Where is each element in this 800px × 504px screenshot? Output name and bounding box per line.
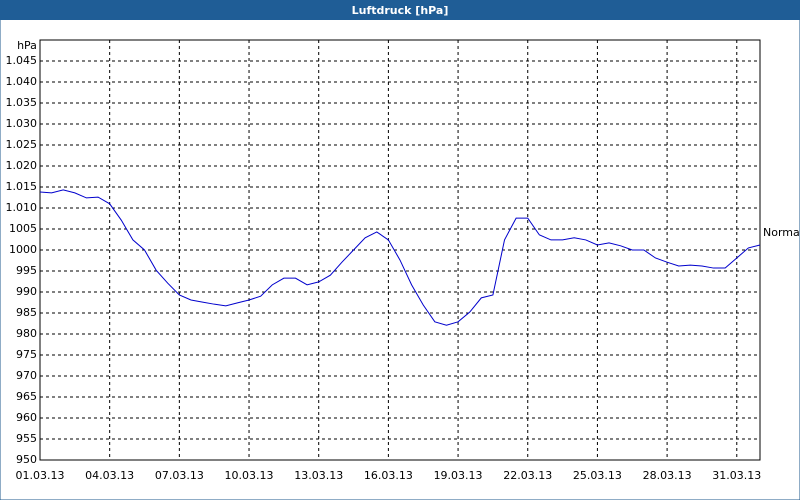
y-tick-label: 1.035	[6, 96, 38, 109]
y-tick-label: 965	[16, 390, 37, 403]
x-tick-label: 31.03.13	[712, 469, 761, 482]
x-tick-label: 28.03.13	[643, 469, 692, 482]
y-tick-label: 1.015	[6, 180, 38, 193]
y-tick-label: 1.020	[6, 159, 38, 172]
y-tick-label: 1.040	[6, 75, 38, 88]
x-tick-label: 19.03.13	[434, 469, 483, 482]
y-unit: hPa	[17, 39, 37, 52]
y-tick-label: 960	[16, 411, 37, 424]
y-tick-label: 990	[16, 285, 37, 298]
x-tick-label: 16.03.13	[364, 469, 413, 482]
y-tick-label: 975	[16, 348, 37, 361]
y-tick-label: 985	[16, 306, 37, 319]
y-tick-label: 955	[16, 432, 37, 445]
y-tick-label: 1.010	[6, 201, 38, 214]
x-tick-label: 01.03.13	[16, 469, 65, 482]
y-tick-label: 1.025	[6, 138, 38, 151]
annotation: Normal	[763, 226, 800, 239]
x-tick-label: 13.03.13	[294, 469, 343, 482]
line-series	[39, 189, 761, 326]
x-tick-label: 04.03.13	[85, 469, 134, 482]
x-tick-label: 07.03.13	[155, 469, 204, 482]
plot-area: 950 955 960 965 970 975 980 985 990 995 1000 1005 1.…	[6, 39, 761, 482]
y-tick-label: 1000	[9, 243, 37, 256]
x-tick-label: 10.03.13	[225, 469, 274, 482]
chart-title: Luftdruck [hPa]	[352, 4, 449, 17]
x-tick-label: 25.03.13	[573, 469, 622, 482]
y-tick-label: 1.045	[6, 54, 38, 67]
title-bar	[0, 0, 800, 20]
y-tick-label: 970	[16, 369, 37, 382]
y-tick-label: 1.030	[6, 117, 38, 130]
y-tick-label: 995	[16, 264, 37, 277]
y-tick-label: 950	[16, 453, 37, 466]
y-tick-label: 980	[16, 327, 37, 340]
x-tick-label: 22.03.13	[503, 469, 552, 482]
y-tick-label: 1005	[9, 222, 37, 235]
